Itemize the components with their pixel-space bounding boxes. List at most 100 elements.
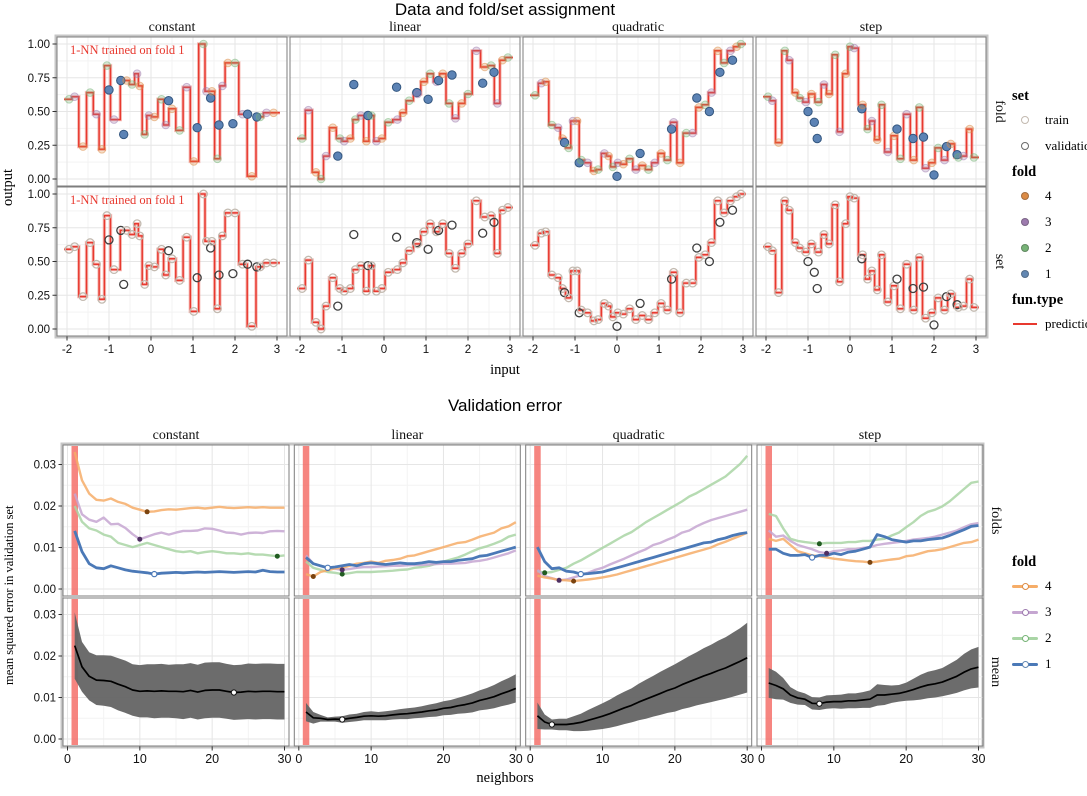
validation-point [363,260,373,271]
fold1-min-marker [808,554,816,561]
train-point [784,55,794,65]
train-point [613,308,623,318]
fold4-min-marker [310,574,316,579]
fig1-x-tick: 1 [423,344,429,356]
train-point [297,284,307,293]
train-point [564,293,574,303]
train-point [940,305,949,315]
panel-border [522,186,754,337]
fold-2-dot-icon [1021,244,1029,252]
mean-curve [536,656,748,726]
fig2-panel-linear-mean [293,597,521,747]
fig1-panel-linear-fold [289,36,521,187]
validation-point [116,225,126,236]
train-point [199,189,208,199]
validation-point [205,243,216,253]
train-point [940,155,949,165]
legend-title-fold: fold [1012,554,1037,570]
train-point [619,159,628,169]
fold1-min-marker [577,570,585,578]
fig2-panel-linear-folds [293,444,521,597]
train-point [824,89,834,99]
train-point [70,92,79,101]
legend-item-label: prediction [1045,316,1087,331]
validation-point [242,259,253,269]
fold-4-line-glyph [1012,582,1038,590]
validation-point [433,225,444,236]
train-point [593,315,603,325]
validation-point [391,82,402,92]
train-point [863,124,872,134]
legend-item-fold-2: 2 [1012,630,1086,646]
train-point [801,247,811,257]
validation-point [478,78,488,88]
validation-circle-icon [1021,142,1029,150]
fig1-y-tick: 0.25 [28,290,50,302]
fold4-min-marker [144,509,150,515]
validation-point [333,151,343,161]
fig2-x-tick: 30 [972,752,986,766]
train-point [564,143,574,153]
train-point [902,109,912,119]
train-point [377,134,387,143]
train-point [688,128,697,138]
mean-min-marker [230,689,237,696]
legend-item-fold-1: 1 [1012,266,1086,282]
fold2-curve [537,455,749,574]
fig1-x-tick: 2 [465,344,471,356]
legend-item-label: 1 [1045,266,1052,281]
fold4-curve [768,537,979,564]
validation-point [692,243,702,253]
train-point [927,158,937,168]
train-point [969,302,979,312]
fold-1-line-glyph [1012,660,1038,668]
train-point [915,103,924,112]
selected-neighbors-band [71,446,78,595]
train-point [135,231,145,241]
fig1-y-tick: 0.25 [28,140,50,152]
train-point [719,208,729,218]
panel-border [756,444,984,597]
validation-point [423,94,433,105]
legend-item-fold-1: 1 [1012,656,1086,672]
fig1-y-tick: 0.75 [28,223,50,235]
panel-border [56,186,288,337]
panel-border [755,186,987,337]
fig1-x-tick: -1 [337,344,347,356]
train-point [480,62,490,72]
train-point-glyph [1012,116,1038,124]
validation-point [635,148,645,159]
train-point [858,100,867,110]
train-point [425,219,435,229]
train-point [675,158,685,168]
validation-point [809,267,819,277]
mean-min-marker [548,721,556,728]
selected-neighbors-band [765,446,772,595]
train-point [877,100,886,110]
panel-border [56,36,288,187]
panel-border [293,444,521,597]
mean-sd-ribbon [537,622,748,732]
validation-point [349,79,359,90]
fig1-row-strip-fold: fold [992,100,1007,123]
panel-border [755,36,987,187]
train-point [413,89,422,99]
validation-point [704,256,715,267]
fold2-min-marker [542,570,548,576]
validation-point [192,123,202,133]
train-point [780,196,790,206]
fig1-y-tick: 0.50 [28,107,50,119]
legend-item-fold-4: 4 [1012,188,1086,204]
fig2-x-tick: 10 [827,752,841,766]
fig1-row-strip-set: set [992,254,1007,270]
train-point [356,261,366,271]
train-point [713,196,723,206]
prediction-line-glyph [1012,323,1038,325]
train-point [311,317,321,327]
train-point [819,230,829,239]
fold3-min-marker [137,536,143,542]
fig1-panel-step-set [755,186,987,337]
validation-point [892,274,902,284]
fig2-y-tick: 0.00 [34,734,56,746]
